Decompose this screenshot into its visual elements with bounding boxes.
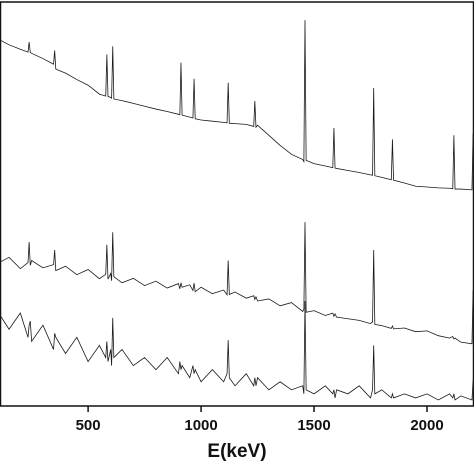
- x-tick-label: 2000: [410, 417, 443, 434]
- spectrum-line: [0, 300, 474, 401]
- x-axis-title: E(keV): [207, 441, 266, 462]
- x-tick-label: 1500: [297, 417, 330, 434]
- x-tick-label: 1000: [184, 417, 217, 434]
- x-tick-label: 500: [76, 417, 101, 434]
- spectrum-line: [0, 20, 474, 191]
- spectrum-line: [0, 222, 474, 346]
